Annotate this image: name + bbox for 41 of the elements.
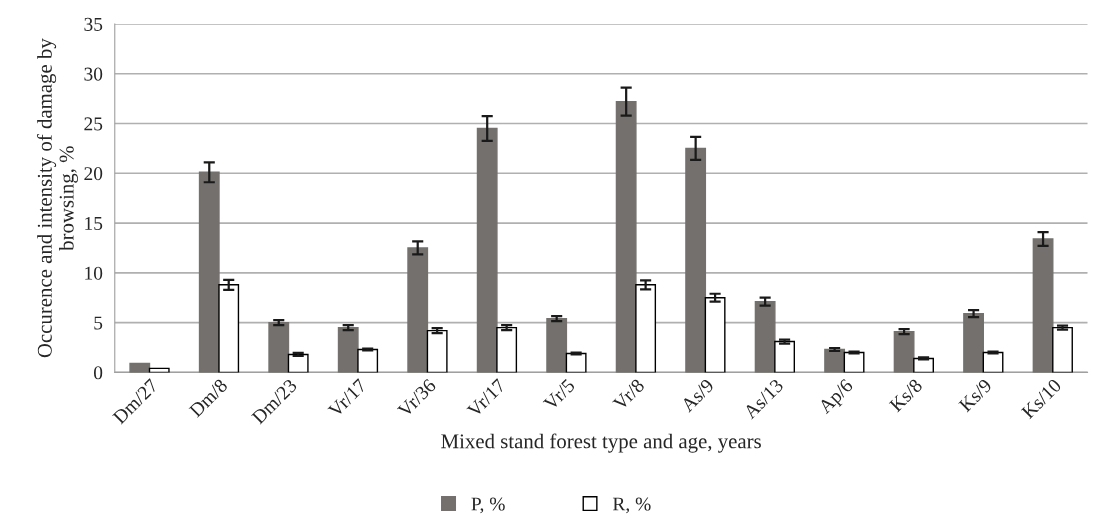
bar — [565, 352, 587, 373]
bar — [268, 321, 290, 373]
y-tick-label: 25 — [84, 117, 103, 131]
y-tick-label: 20 — [84, 167, 103, 181]
bar — [129, 362, 151, 373]
y-tick-label: 30 — [84, 67, 103, 81]
bar — [893, 330, 915, 373]
bar — [357, 348, 379, 373]
bar — [407, 247, 429, 373]
x-tick-label: As/9 — [679, 378, 715, 413]
x-axis-title: Mixed stand forest type and age, years — [441, 433, 761, 453]
bar — [337, 326, 359, 373]
y-tick-label: 35 — [84, 17, 103, 31]
bar — [1032, 238, 1054, 373]
bar — [685, 147, 707, 373]
bar — [426, 329, 448, 373]
legend-label: P, % — [471, 497, 505, 514]
y-tick-label: 5 — [94, 316, 103, 330]
x-tick-label: Ks/9 — [958, 378, 993, 413]
bar — [704, 297, 726, 373]
bar — [615, 100, 637, 373]
bar — [963, 312, 985, 373]
y-tick-label: 15 — [85, 216, 103, 230]
bar — [635, 284, 657, 373]
x-tick-label: Vr/5 — [542, 378, 576, 412]
x-tick-label: Vr/8 — [612, 378, 646, 412]
legend-label: R, % — [612, 497, 651, 514]
bar — [1052, 326, 1073, 373]
y-tick-label: 10 — [85, 266, 103, 280]
y-axis-title: Occurence and intensity of damage by browsing, % — [36, 38, 78, 358]
bar — [218, 284, 240, 373]
bar — [198, 171, 220, 373]
bar — [287, 353, 309, 373]
y-tick-label: 0 — [93, 366, 103, 380]
bar — [843, 351, 865, 373]
bar — [496, 326, 518, 373]
bar — [824, 348, 846, 373]
bar — [754, 301, 776, 373]
bar — [546, 317, 568, 373]
bar — [476, 127, 498, 373]
bar — [774, 340, 796, 373]
